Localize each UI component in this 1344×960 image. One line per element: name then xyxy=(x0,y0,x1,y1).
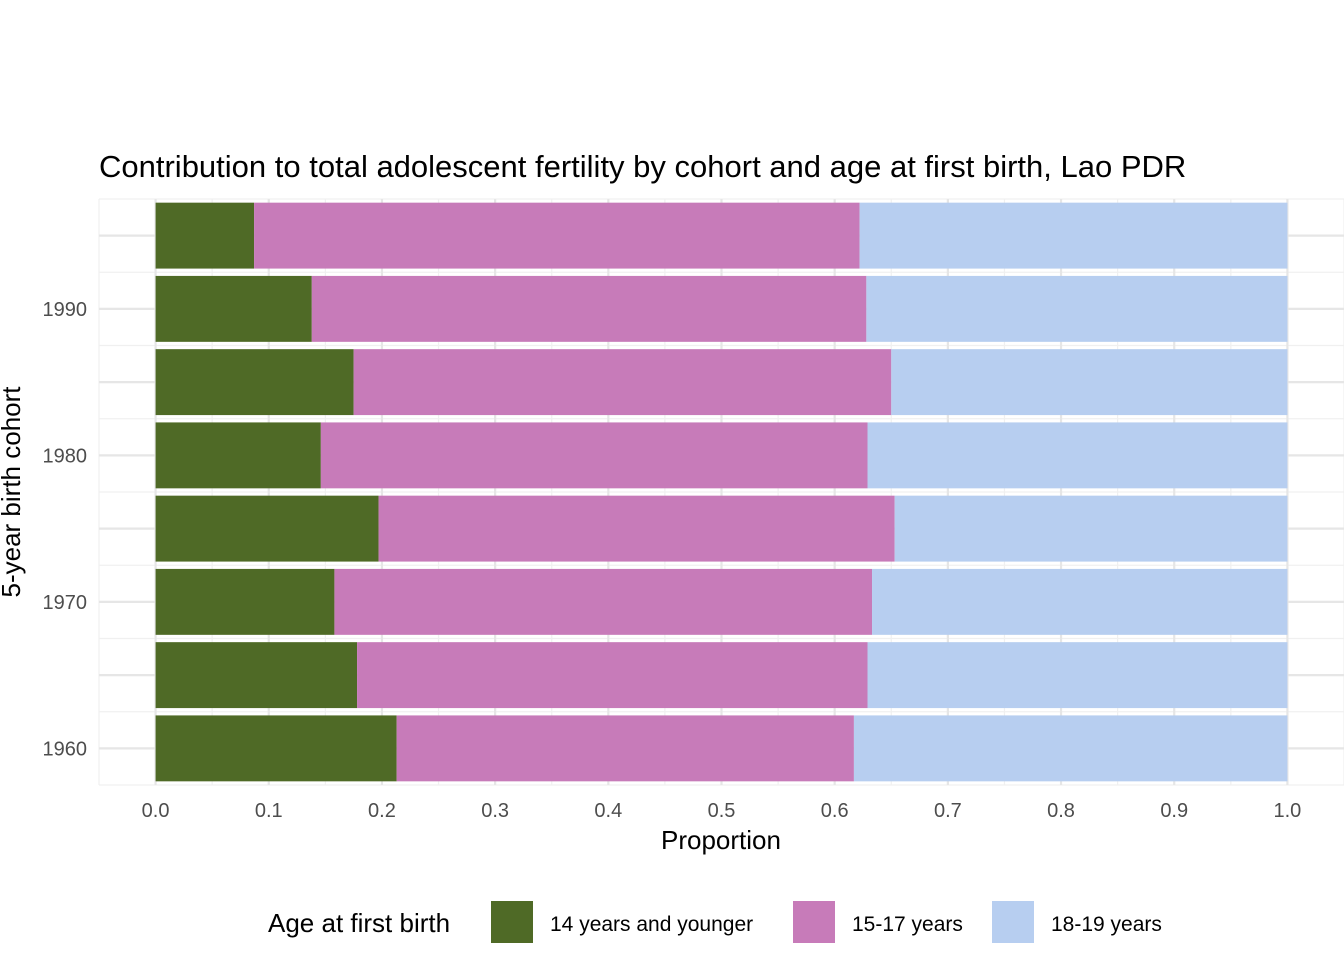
x-axis-title: Proportion xyxy=(661,825,781,855)
bar-1970-series-1 xyxy=(334,568,873,635)
plot-area: 0.0 0.1 0.2 0.3 0.4 0.5 0.6 0.7 0.8 0.9 1.0 1960 197… xyxy=(43,198,1344,822)
x-tick-label: 0.1 xyxy=(255,800,283,822)
y-tick-label: 1990 xyxy=(43,299,88,321)
bar-1990-series-1 xyxy=(311,275,867,342)
x-tick-label: 0.6 xyxy=(821,800,849,822)
legend-swatch-0 xyxy=(491,901,533,943)
legend-label-1: 15-17 years xyxy=(852,913,963,936)
bar-1995-series-1 xyxy=(254,202,860,269)
legend-swatch-1 xyxy=(793,901,835,943)
bar-1980-series-1 xyxy=(320,422,868,489)
bar-1980-series-0 xyxy=(155,422,321,489)
y-tick-label: 1980 xyxy=(43,445,88,467)
x-tick-label: 1.0 xyxy=(1274,800,1302,822)
chart-title: Contribution to total adolescent fertili… xyxy=(99,149,1186,184)
bar-1965-series-1 xyxy=(357,642,868,709)
bar-1990-series-0 xyxy=(155,275,312,342)
x-tick-label: 0.0 xyxy=(142,800,170,822)
bar-1965-series-0 xyxy=(155,642,358,709)
y-tick-label: 1970 xyxy=(43,592,88,614)
x-tick-label: 0.3 xyxy=(481,800,509,822)
x-tick-label: 0.8 xyxy=(1047,800,1075,822)
bar-1975-series-2 xyxy=(894,495,1288,562)
bar-1975-series-1 xyxy=(378,495,895,562)
bar-1975-series-0 xyxy=(155,495,379,562)
bar-1980-series-2 xyxy=(867,422,1288,489)
bar-1970-series-2 xyxy=(872,568,1288,635)
legend-label-0: 14 years and younger xyxy=(550,913,753,936)
x-tick-label: 0.7 xyxy=(934,800,962,822)
x-tick-label: 0.5 xyxy=(708,800,736,822)
bar-1960-series-0 xyxy=(155,715,397,782)
x-tick-label: 0.4 xyxy=(594,800,622,822)
legend-label-2: 18-19 years xyxy=(1051,913,1162,936)
bar-1970-series-0 xyxy=(155,568,335,635)
bar-1985-series-1 xyxy=(353,349,892,416)
legend: Age at first birth 14 years and younger 1… xyxy=(268,901,1162,943)
bar-1985-series-0 xyxy=(155,349,354,416)
bar-1960-series-1 xyxy=(396,715,854,782)
bar-1960-series-2 xyxy=(853,715,1288,782)
y-axis-title: 5-year birth cohort xyxy=(0,386,26,598)
bar-1995-series-2 xyxy=(859,202,1288,269)
legend-title: Age at first birth xyxy=(268,908,450,938)
legend-swatch-2 xyxy=(992,901,1034,943)
x-tick-label: 0.9 xyxy=(1160,800,1188,822)
bar-1965-series-2 xyxy=(867,642,1288,709)
bar-1990-series-2 xyxy=(866,275,1288,342)
bar-1985-series-2 xyxy=(891,349,1288,416)
y-tick-label: 1960 xyxy=(43,738,88,760)
bar-1995-series-0 xyxy=(155,202,255,269)
x-tick-label: 0.2 xyxy=(368,800,396,822)
